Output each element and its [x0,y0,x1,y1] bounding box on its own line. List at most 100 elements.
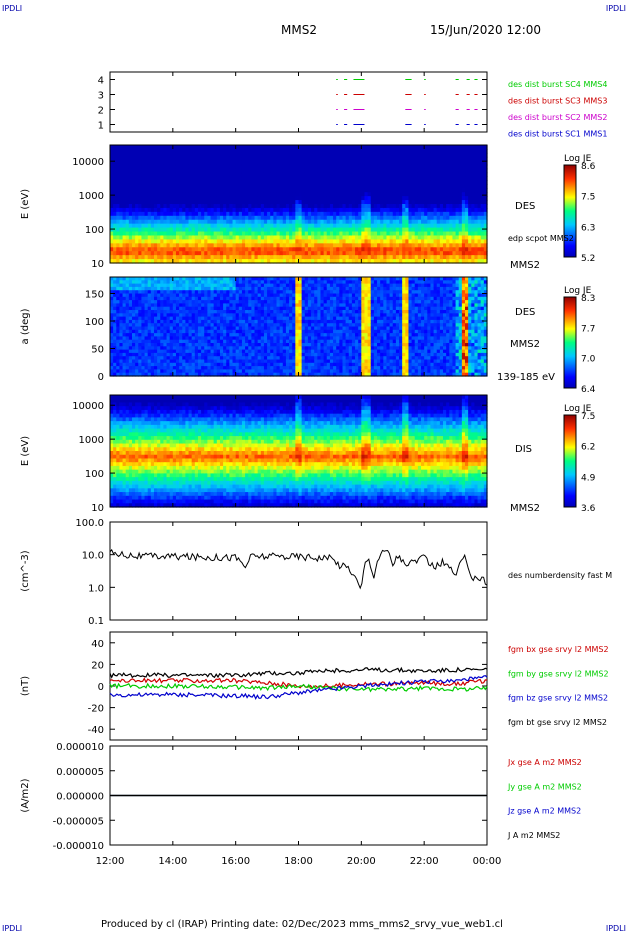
heatmap-cell [147,227,152,233]
heatmap-cell [260,211,265,217]
heatmap-cell [128,152,133,158]
heatmap-cell [235,192,240,197]
heatmap-cell [351,176,356,181]
heatmap-cell [157,164,161,170]
heatmap-cell [348,251,353,256]
heatmap-cell [373,223,378,229]
heatmap-cell [377,164,381,170]
heatmap-cell [364,231,369,237]
heatmap-cell [147,156,152,162]
heatmap-cell [455,207,460,213]
heatmap-cell [119,196,124,201]
heatmap-cell [289,156,293,162]
heatmap-cell [395,207,400,213]
heatmap-cell [427,168,432,174]
heatmap-cell [439,176,444,181]
heatmap-cell [336,168,340,174]
scpot-side-label: edp scpot MMS2 [508,234,574,243]
heatmap-cell [260,188,265,193]
heatmap-cell [458,156,463,162]
heatmap-cell [147,176,152,181]
heatmap-cell [257,255,262,260]
heatmap-cell [439,219,444,225]
heatmap-cell [383,251,388,256]
heatmap-cell [430,227,435,233]
heatmap-cell [157,243,161,248]
heatmap-cell [468,243,472,248]
heatmap-cell [116,145,121,150]
heatmap-cell [361,255,366,260]
heatmap-cell [345,196,350,201]
heatmap-cell [430,200,435,205]
heatmap-cell [223,255,227,260]
heatmap-cell [119,255,124,260]
heatmap-cell [364,215,369,221]
heatmap-cell [405,255,410,260]
heatmap-cell [342,160,347,166]
heatmap-cell [248,251,252,256]
heatmap-cell [157,255,161,260]
heatmap-cell [135,156,139,162]
heatmap-cell [285,160,290,166]
heatmap-cell [232,247,237,252]
heatmap-cell [311,156,315,162]
heatmap-cell [282,196,287,201]
heatmap-cell [251,196,256,201]
heatmap-cell [273,215,278,221]
heatmap-cell [295,145,300,150]
heatmap-cell [471,247,476,252]
heatmap-cell [157,207,161,213]
heatmap-cell [226,145,230,150]
heatmap-cell [477,180,482,185]
heatmap-cell [436,156,441,162]
heatmap-cell [135,148,139,154]
heatmap-cell [122,239,127,244]
heatmap-cell [351,207,356,213]
heatmap-cell [175,239,180,244]
heatmap-cell [160,160,165,166]
heatmap-cell [295,255,300,260]
heatmap-cell [386,196,391,201]
heatmap-cell [241,239,246,244]
heatmap-cell [443,247,447,252]
heatmap-cell [323,231,328,237]
heatmap-cell [395,156,400,162]
heatmap-cell [358,204,362,209]
heatmap-cell [166,192,171,197]
heatmap-cell [254,215,259,221]
heatmap-cell [298,152,303,158]
heatmap-cell [135,215,139,221]
heatmap-cell [304,211,309,217]
heatmap-cell [430,231,435,237]
corner-mark-bl: IPDLI [2,924,23,933]
heatmap-cell [282,204,287,209]
heatmap-cell [389,227,394,233]
heatmap-cell [411,219,416,225]
heatmap-cell [395,188,400,193]
heatmap-cell [289,219,293,225]
heatmap-cell [446,243,450,248]
heatmap-cell [399,156,403,162]
heatmap-cell [179,172,183,178]
heatmap-cell [185,207,190,213]
heatmap-cell [116,247,121,252]
heatmap-cell [477,160,482,166]
heatmap-cell [113,259,117,264]
heatmap-cell [399,239,403,244]
heatmap-cell [223,251,227,256]
heatmap-cell [110,148,114,154]
heatmap-cell [128,160,133,166]
heatmap-cell [267,172,271,178]
heatmap-cell [424,172,428,178]
heatmap-cell [119,200,124,205]
heatmap-cell [373,192,378,197]
heatmap-cell [153,223,158,229]
heatmap-cell [248,172,252,178]
heatmap-cell [304,192,309,197]
heatmap-cell [263,207,268,213]
heatmap-cell [458,259,463,264]
heatmap-cell [201,204,205,209]
heatmap-cell [194,148,199,154]
heatmap-cell [175,172,180,178]
heatmap-cell [197,152,202,158]
